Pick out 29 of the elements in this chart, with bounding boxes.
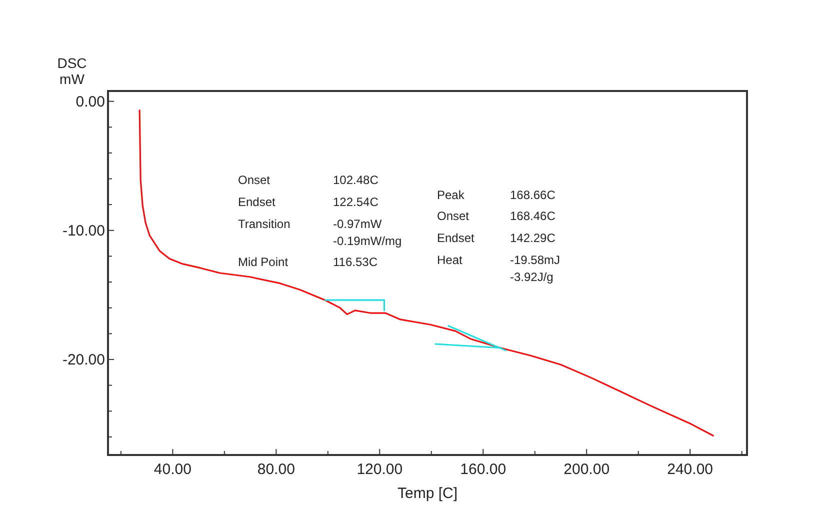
x-tick-label: 240.00 (667, 461, 714, 478)
annotation: 168.46C (510, 209, 556, 223)
annotation: -0.97mW (333, 217, 382, 231)
x-tick-label: 200.00 (564, 461, 610, 478)
annotation: Transition (238, 217, 290, 231)
annotation: 102.48C (333, 173, 379, 187)
annotation: Onset (437, 209, 470, 223)
x-axis-title: Temp [C] (397, 485, 458, 502)
y-axis-title: DSC mW (57, 55, 87, 87)
annotation: Endset (238, 195, 276, 209)
annotation: Heat (437, 253, 464, 267)
annotation: -3.92J/g (510, 270, 554, 284)
annotation: Mid Point (238, 255, 289, 269)
x-tick-label: 40.00 (154, 461, 192, 478)
annotation: 142.29C (510, 231, 556, 245)
x-tick-label: 80.00 (257, 461, 295, 478)
annotation: 122.54C (333, 195, 379, 209)
y-tick-label: 0.00 (76, 93, 105, 110)
annotation: Endset (437, 231, 476, 245)
x-tick-label: 160.00 (460, 461, 506, 478)
annotation: Onset (238, 173, 271, 187)
annotation: -19.58mJ (510, 253, 560, 267)
y-tick-label: -10.00 (62, 222, 105, 240)
annotation: 168.66C (510, 188, 556, 202)
x-tick-label: 120.00 (356, 461, 403, 478)
annotation: Peak (437, 188, 466, 202)
y-tick-label: -20.00 (62, 351, 105, 368)
annotation: 116.53C (333, 255, 378, 269)
annotation: -0.19mW/mg (333, 234, 402, 248)
